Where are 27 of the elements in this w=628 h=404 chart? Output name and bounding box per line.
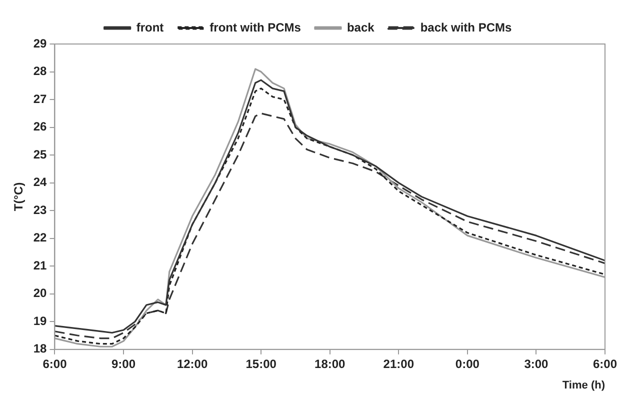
x-tick-label: 18:00 — [314, 356, 346, 371]
x-tick-label: 15:00 — [246, 356, 277, 371]
y-tick-label: 26 — [33, 120, 48, 134]
x-tick-label: 0:00 — [455, 356, 480, 371]
y-tick-label: 23 — [33, 202, 48, 217]
x-axis-title: Time (h) — [562, 379, 606, 392]
x-tick-label: 21:00 — [383, 356, 414, 371]
x-tick-label: 3:00 — [524, 356, 549, 371]
legend-label: back with PCMs — [420, 20, 512, 34]
y-tick-label: 25 — [33, 147, 48, 162]
y-tick-label: 20 — [33, 286, 48, 300]
y-tick-label: 19 — [33, 314, 48, 328]
y-tick-label: 28 — [33, 64, 48, 78]
x-tick-label: 12:00 — [176, 356, 208, 371]
legend-label: front — [136, 20, 164, 34]
legend-label: back — [346, 20, 375, 34]
x-tick-label: 6:00 — [42, 356, 68, 371]
y-tick-label: 21 — [33, 258, 48, 272]
y-tick-label: 24 — [33, 175, 48, 190]
x-tick-label: 9:00 — [112, 356, 136, 371]
y-tick-label: 22 — [33, 230, 48, 245]
y-tick-label: 18 — [33, 342, 48, 356]
y-tick-label: 29 — [33, 36, 48, 50]
y-tick-label: 27 — [33, 92, 48, 106]
y-axis-title: T(°C) — [12, 182, 26, 212]
legend-label: front with PCMs — [210, 20, 302, 34]
x-tick-label: 6:00 — [592, 356, 618, 371]
